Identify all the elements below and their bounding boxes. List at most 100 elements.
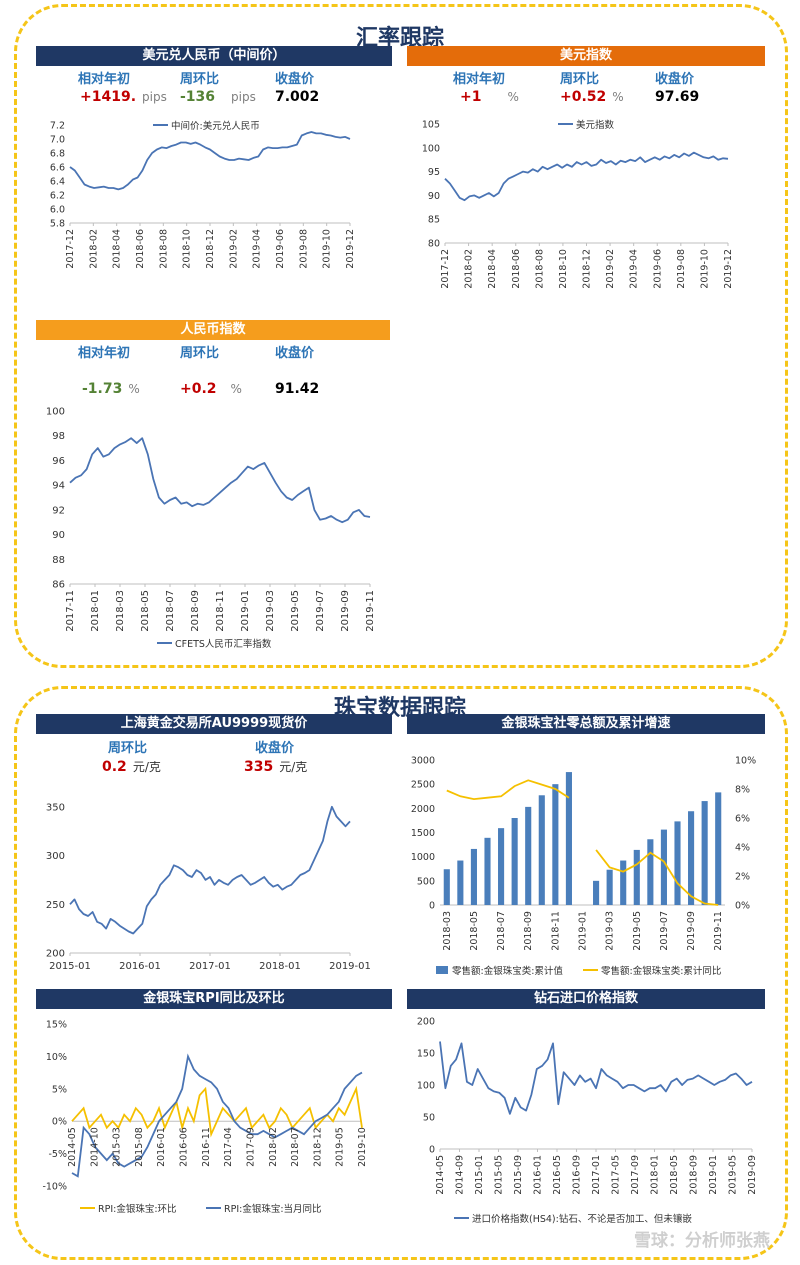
rpi-x-tick-7: 2017-04 <box>223 1127 234 1167</box>
dxy-ytd-value: +1% <box>460 89 519 105</box>
cny-legend-label: CFETS人民币汇率指数 <box>175 638 272 650</box>
retail-bar-19 <box>701 801 708 905</box>
rpi-y-tick-5: 15% <box>46 1020 67 1031</box>
rpi-x-tick-2: 2015-03 <box>112 1127 123 1167</box>
rpi-x-tick-11: 2018-12 <box>312 1127 323 1167</box>
usdcny-wow-value: -136 pips <box>180 89 256 105</box>
dxy-series-line-0 <box>444 151 729 202</box>
gold-y-tick-1: 250 <box>46 900 65 911</box>
cny-label-ytd: 相对年初 <box>78 346 131 361</box>
diamond-legend-label: 进口价格指数(HS4):钻石、不论是否加工、但未镶嵌 <box>472 1213 692 1225</box>
cny-x-tick-6: 2018-11 <box>215 590 226 632</box>
dxy-y-tick-2: 90 <box>428 191 440 202</box>
retail-bar-2 <box>470 848 477 905</box>
retail-x-tick-6: 2019-03 <box>605 911 616 951</box>
dxy-x-tick-4: 2018-08 <box>534 249 545 289</box>
cny-header: 人民币指数 <box>36 320 390 340</box>
retail-bar-18 <box>688 811 695 905</box>
usdcny-x-tick-8: 2019-04 <box>252 229 263 269</box>
diamond-x-tick-2: 2015-01 <box>474 1155 485 1195</box>
diamond-x-tick-9: 2017-05 <box>611 1155 622 1195</box>
usdcny-label-ytd: 相对年初 <box>78 72 131 87</box>
usdcny-x-tick-0: 2017-12 <box>65 229 76 269</box>
dxy-x-tick-9: 2019-06 <box>652 249 663 289</box>
rpi-header: 金银珠宝RPI同比及环比 <box>36 989 392 1009</box>
cny-x-tick-11: 2019-09 <box>340 590 351 632</box>
gold-header: 上海黄金交易所AU9999现货价 <box>36 714 392 734</box>
dxy-legend-label: 美元指数 <box>576 119 615 131</box>
diamond-x-tick-8: 2017-01 <box>591 1155 602 1195</box>
rpi-series-line-1 <box>71 1053 363 1178</box>
cny-x-tick-5: 2018-09 <box>190 590 201 632</box>
diamond-x-tick-14: 2019-01 <box>708 1155 719 1195</box>
retail-bar-7 <box>538 795 545 905</box>
retail-legend-label-0: 零售额:金银珠宝类:累计值 <box>452 965 563 977</box>
diamond-x-tick-6: 2016-05 <box>552 1155 563 1195</box>
dxy-y-tick-3: 95 <box>428 167 440 178</box>
retail-bar-8 <box>552 784 559 905</box>
cny-y-tick-6: 98 <box>52 431 65 442</box>
cny-y-tick-0: 86 <box>52 580 65 591</box>
rpi-y-tick-3: 5% <box>52 1084 67 1095</box>
usdcny-y-tick-5: 6.8 <box>50 149 65 160</box>
jewel-section-frame <box>14 686 788 1260</box>
rpi-y-tick-4: 10% <box>46 1052 67 1063</box>
cny-x-tick-12: 2019-11 <box>365 590 376 632</box>
usdcny-y-tick-2: 6.2 <box>50 191 65 202</box>
usdcny-y-tick-3: 6.4 <box>50 177 65 188</box>
retail-bar-4 <box>498 828 505 905</box>
rpi-x-tick-12: 2019-05 <box>335 1127 346 1167</box>
retail-y2-tick-5: 10% <box>735 756 756 767</box>
rpi-x-tick-5: 2016-06 <box>179 1127 190 1167</box>
rpi-legend-label-1: RPI:金银珠宝:当月同比 <box>224 1203 322 1215</box>
cny-x-tick-10: 2019-07 <box>315 590 326 632</box>
retail-bar-1 <box>457 860 464 905</box>
retail-y-tick-5: 2500 <box>411 780 435 791</box>
retail-x-tick-3: 2018-09 <box>523 911 534 951</box>
gold-x-tick-4: 2019-01 <box>329 961 371 972</box>
diamond-x-tick-7: 2016-09 <box>572 1155 583 1195</box>
usdcny-y-tick-6: 7.0 <box>50 135 65 146</box>
usdcny-label-close: 收盘价 <box>275 72 315 87</box>
cny-y-tick-5: 96 <box>52 456 65 467</box>
cny-x-tick-2: 2018-03 <box>115 590 126 632</box>
diamond-x-tick-5: 2016-01 <box>533 1155 544 1195</box>
retail-x-tick-1: 2018-05 <box>469 911 480 951</box>
retail-bar-0 <box>443 869 450 905</box>
usdcny-x-tick-12: 2019-12 <box>345 229 356 269</box>
retail-y-tick-6: 3000 <box>411 756 435 767</box>
rpi-x-tick-3: 2015-08 <box>134 1127 145 1167</box>
rpi-x-tick-6: 2016-11 <box>201 1127 212 1167</box>
gold-label-close: 收盘价 <box>255 741 295 756</box>
gold-series-line-0 <box>69 805 351 935</box>
dxy-label-ytd: 相对年初 <box>453 72 506 87</box>
retail-x-tick-8: 2019-07 <box>659 911 670 951</box>
usdcny-header: 美元兑人民币（中间价） <box>36 46 392 66</box>
gold-x-tick-1: 2016-01 <box>119 961 161 972</box>
retail-y2-tick-1: 2% <box>735 872 750 883</box>
usdcny-y-tick-4: 6.6 <box>50 163 65 174</box>
dxy-x-tick-8: 2019-04 <box>629 249 640 289</box>
diamond-x-tick-3: 2015-05 <box>494 1155 505 1195</box>
diamond-y-tick-4: 200 <box>417 1017 435 1028</box>
cny-series-line-0 <box>69 437 371 524</box>
usdcny-x-tick-7: 2019-02 <box>228 229 239 269</box>
gold-y-tick-2: 300 <box>46 851 65 862</box>
retail-y2-tick-4: 8% <box>735 785 750 796</box>
usdcny-label-wow: 周环比 <box>180 72 220 87</box>
cny-label-close: 收盘价 <box>275 346 315 361</box>
cny-x-tick-1: 2018-01 <box>90 590 101 632</box>
cny-x-tick-4: 2018-07 <box>165 590 176 632</box>
cny-x-tick-8: 2019-03 <box>265 590 276 632</box>
usdcny-series-line-0 <box>69 131 351 191</box>
rpi-x-tick-1: 2014-10 <box>89 1127 100 1167</box>
diamond-x-tick-15: 2019-05 <box>728 1155 739 1195</box>
usdcny-x-tick-5: 2018-10 <box>182 229 193 269</box>
diamond-x-tick-10: 2017-09 <box>630 1155 641 1195</box>
gold-y-tick-3: 350 <box>46 802 65 813</box>
gold-close-value: 335 元/克 <box>244 759 308 775</box>
dxy-x-tick-10: 2019-08 <box>676 249 687 289</box>
rpi-legend-label-0: RPI:金银珠宝:环比 <box>98 1203 177 1215</box>
cny-y-tick-3: 92 <box>52 505 65 516</box>
usdcny-x-tick-11: 2019-10 <box>322 229 333 269</box>
